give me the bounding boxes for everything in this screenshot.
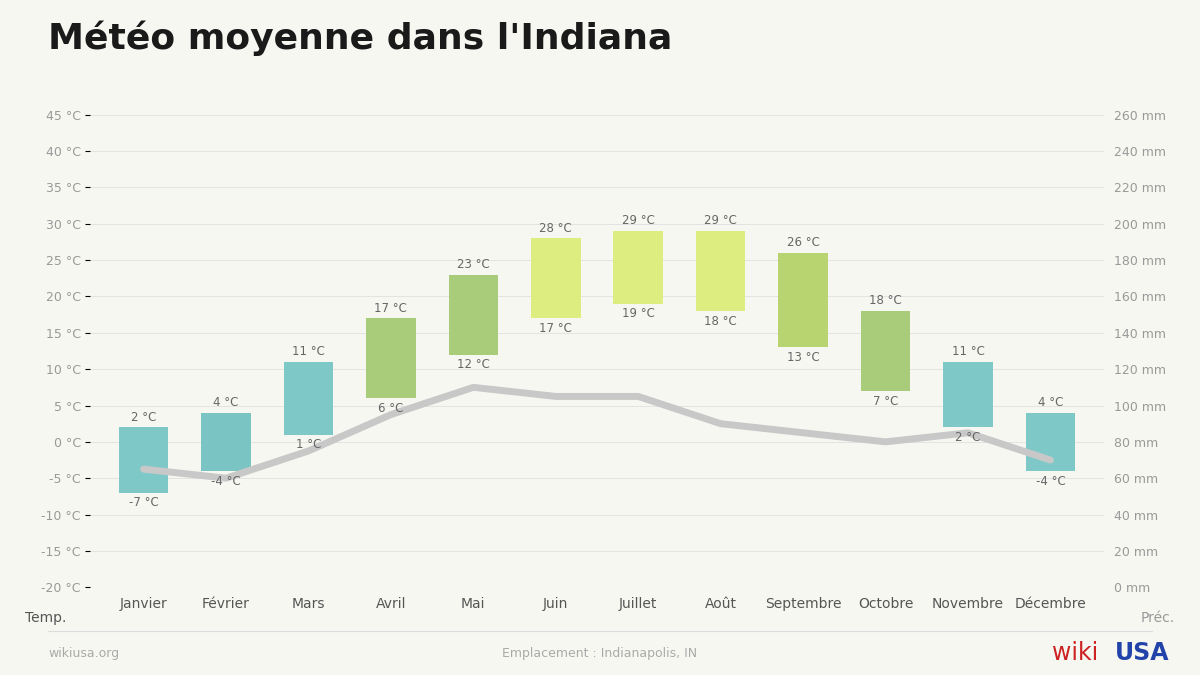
Text: 13 °C: 13 °C: [787, 351, 820, 364]
Bar: [613, 231, 662, 304]
Bar: [119, 427, 168, 493]
Text: -7 °C: -7 °C: [128, 496, 158, 510]
Text: 17 °C: 17 °C: [539, 322, 572, 335]
Text: 12 °C: 12 °C: [457, 358, 490, 371]
Text: 6 °C: 6 °C: [378, 402, 403, 415]
Text: 2 °C: 2 °C: [131, 410, 156, 424]
Bar: [366, 319, 415, 398]
Text: 28 °C: 28 °C: [540, 221, 572, 235]
Text: 23 °C: 23 °C: [457, 258, 490, 271]
Bar: [696, 231, 745, 311]
Text: 19 °C: 19 °C: [622, 307, 655, 321]
Text: wikiusa.org: wikiusa.org: [48, 647, 119, 660]
Text: 26 °C: 26 °C: [787, 236, 820, 249]
Text: Temp.: Temp.: [25, 611, 66, 624]
Text: USA: USA: [1115, 641, 1169, 666]
Bar: [449, 275, 498, 354]
Bar: [860, 311, 911, 391]
Text: wiki: wiki: [1052, 641, 1099, 666]
Text: 4 °C: 4 °C: [214, 396, 239, 409]
Text: 29 °C: 29 °C: [704, 215, 737, 227]
Text: -4 °C: -4 °C: [211, 475, 241, 487]
Bar: [1026, 413, 1075, 471]
Text: 4 °C: 4 °C: [1038, 396, 1063, 409]
Bar: [532, 238, 581, 319]
Text: 2 °C: 2 °C: [955, 431, 980, 444]
Text: 18 °C: 18 °C: [704, 315, 737, 327]
Text: 17 °C: 17 °C: [374, 302, 407, 315]
Text: 11 °C: 11 °C: [292, 346, 325, 358]
Text: 18 °C: 18 °C: [869, 294, 902, 307]
Bar: [202, 413, 251, 471]
Text: -4 °C: -4 °C: [1036, 475, 1066, 487]
Text: 29 °C: 29 °C: [622, 215, 655, 227]
Text: Préc.: Préc.: [1141, 611, 1175, 624]
Text: 7 °C: 7 °C: [872, 395, 899, 408]
Bar: [283, 362, 334, 435]
Text: 1 °C: 1 °C: [295, 438, 322, 451]
Text: Météo moyenne dans l'Indiana: Météo moyenne dans l'Indiana: [48, 20, 672, 56]
Text: 11 °C: 11 °C: [952, 346, 984, 358]
Bar: [943, 362, 992, 427]
Text: Emplacement : Indianapolis, IN: Emplacement : Indianapolis, IN: [503, 647, 697, 660]
Bar: [779, 253, 828, 348]
